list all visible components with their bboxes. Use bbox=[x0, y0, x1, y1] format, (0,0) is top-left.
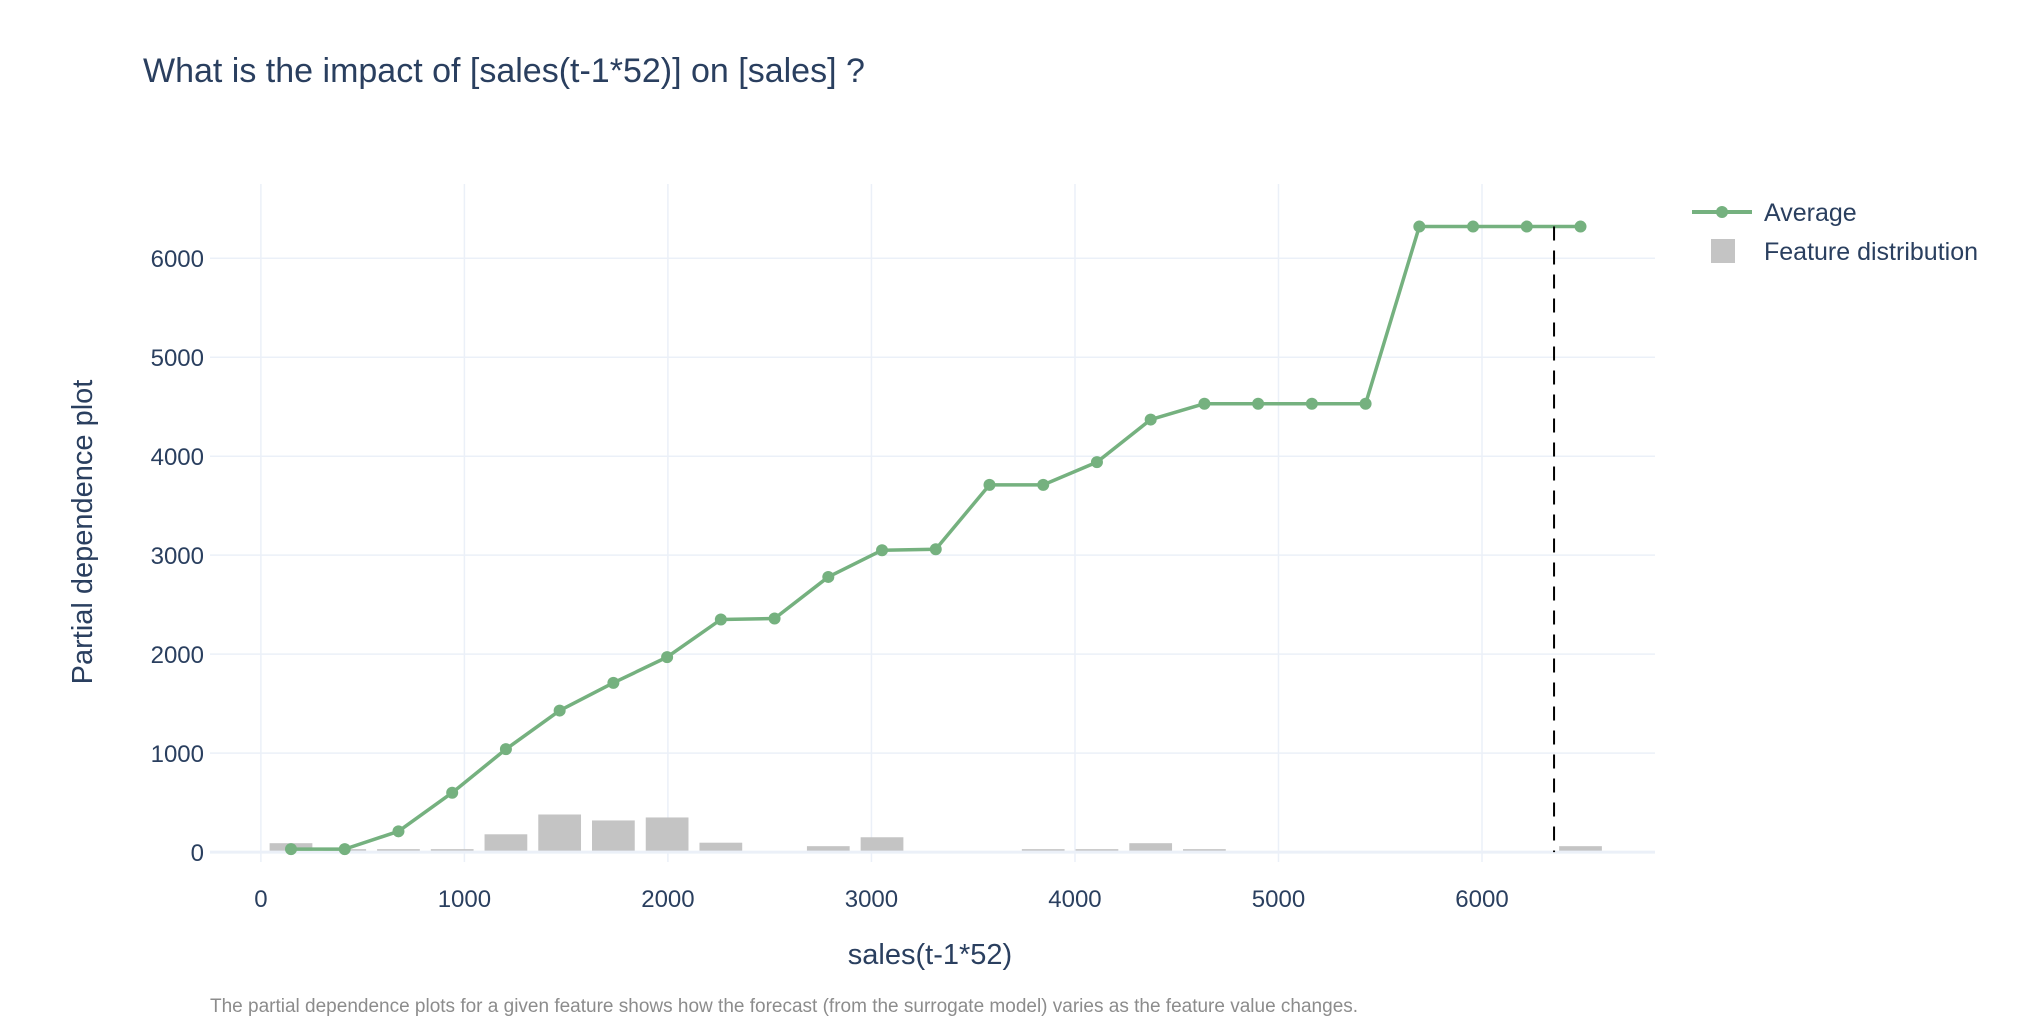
average-point bbox=[499, 743, 512, 756]
distribution-bar bbox=[1129, 843, 1173, 853]
average-point bbox=[1090, 456, 1103, 469]
legend-feature-distribution-swatch bbox=[1711, 239, 1735, 263]
footnote: The partial dependence plots for a given… bbox=[210, 996, 1358, 1017]
average-point bbox=[1520, 220, 1533, 233]
feature-distribution-bars bbox=[269, 814, 1602, 853]
legend-average-label: Average bbox=[1764, 199, 1857, 227]
legend[interactable]: Average Feature distribution bbox=[1692, 199, 1978, 266]
x-tick-labels: 0 1000 2000 3000 4000 5000 6000 bbox=[254, 886, 1509, 913]
x-tick-label: 4000 bbox=[1048, 886, 1101, 913]
average-point bbox=[714, 613, 727, 626]
legend-average-swatch-marker bbox=[1716, 206, 1728, 218]
y-tick-label: 2000 bbox=[151, 642, 204, 669]
average-point bbox=[661, 651, 674, 664]
distribution-bar bbox=[806, 846, 850, 853]
y-tick-label: 5000 bbox=[151, 345, 204, 372]
average-point bbox=[1144, 413, 1157, 426]
legend-item-average[interactable]: Average bbox=[1692, 199, 1857, 227]
average-point bbox=[285, 843, 298, 856]
average-point bbox=[553, 704, 566, 717]
y-tick-label: 6000 bbox=[151, 246, 204, 273]
distribution-bar bbox=[538, 814, 582, 853]
distribution-bar bbox=[484, 834, 528, 853]
grid bbox=[210, 184, 1655, 862]
y-tick-label: 1000 bbox=[151, 741, 204, 768]
chart-title: What is the impact of [sales(t-1*52)] on… bbox=[143, 52, 865, 90]
y-tick-label: 3000 bbox=[151, 543, 204, 570]
legend-feature-distribution-label: Feature distribution bbox=[1764, 238, 1978, 266]
x-tick-label: 2000 bbox=[641, 886, 694, 913]
y-tick-labels: 0 1000 2000 3000 4000 5000 6000 bbox=[151, 246, 204, 867]
y-tick-label: 0 bbox=[191, 840, 204, 867]
x-axis-title: sales(t-1*52) bbox=[848, 939, 1012, 971]
average-point bbox=[1467, 220, 1480, 233]
average-point bbox=[1305, 397, 1318, 410]
x-tick-label: 6000 bbox=[1455, 886, 1508, 913]
distribution-bar bbox=[592, 820, 635, 853]
average-line-series bbox=[285, 220, 1587, 856]
average-point bbox=[1359, 397, 1372, 410]
x-tick-label: 0 bbox=[254, 886, 267, 913]
average-point bbox=[983, 478, 996, 491]
average-point bbox=[392, 825, 405, 838]
distribution-bar bbox=[699, 842, 743, 853]
average-point bbox=[768, 612, 781, 625]
x-tick-label: 5000 bbox=[1252, 886, 1305, 913]
average-point bbox=[1252, 397, 1265, 410]
average-line bbox=[291, 224, 1581, 851]
distribution-bar bbox=[645, 817, 689, 853]
x-tick-label: 3000 bbox=[845, 886, 898, 913]
average-point bbox=[876, 544, 889, 557]
legend-item-feature-distribution[interactable]: Feature distribution bbox=[1711, 238, 1978, 266]
y-tick-label: 4000 bbox=[151, 444, 204, 471]
distribution-bar bbox=[860, 837, 904, 853]
average-point bbox=[1574, 220, 1587, 233]
average-point bbox=[1198, 397, 1211, 410]
average-point bbox=[338, 843, 351, 856]
average-point bbox=[1037, 478, 1050, 491]
average-point bbox=[607, 676, 620, 689]
average-point bbox=[446, 786, 459, 799]
y-axis-title: Partial dependence plot bbox=[67, 380, 99, 685]
distribution-bar bbox=[1559, 846, 1602, 853]
average-point bbox=[822, 570, 835, 583]
average-point bbox=[1413, 220, 1426, 233]
x-tick-label: 1000 bbox=[438, 886, 491, 913]
average-point bbox=[929, 543, 942, 556]
